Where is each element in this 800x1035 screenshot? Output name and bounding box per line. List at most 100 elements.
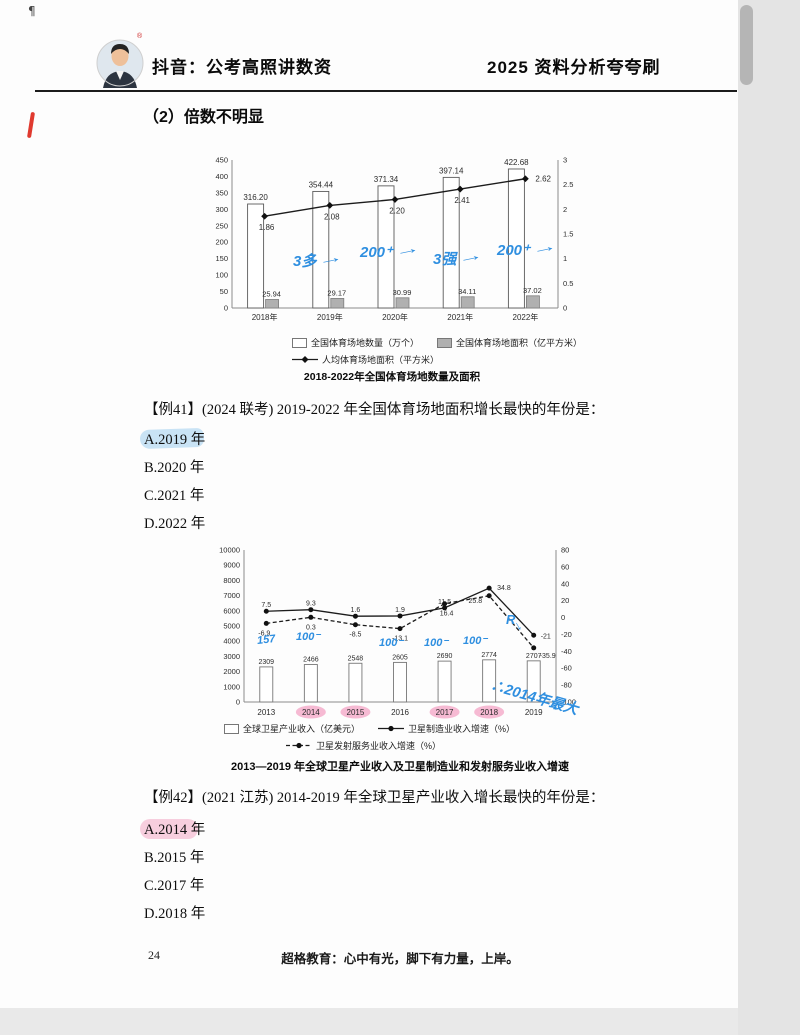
- question-41-option-d: D.2022 年: [144, 516, 206, 532]
- left-axis-tick: 350: [215, 188, 228, 197]
- legend-label: 人均体育场地面积（平方米）: [322, 355, 440, 365]
- section-heading: （2）倍数不明显: [143, 109, 264, 126]
- right-axis-tick: 2.5: [563, 180, 573, 189]
- x-axis-label: 2016: [391, 708, 409, 717]
- chart1-canvas: 0 50 100 150 200 250 300 350 400 450 0 0.5 1 1.5 2 2.5 3…: [215, 156, 573, 323]
- right-axis-tick: 60: [561, 562, 569, 571]
- right-axis-tick: 0.5: [563, 279, 573, 288]
- handwriting-annotation: 100⁻: [379, 637, 404, 649]
- question-42-option-b: B.2015 年: [144, 850, 205, 866]
- instructor-avatar: [96, 36, 144, 90]
- line-value-label: 2.08: [324, 212, 340, 221]
- line-marker: [486, 585, 492, 591]
- revenue-bar: [259, 666, 274, 703]
- venue-area-bar: [265, 299, 279, 309]
- right-axis-tick: 1.5: [563, 230, 573, 239]
- handwriting-annotation: 100⁻: [424, 637, 449, 649]
- bar-value-label: 2707: [526, 653, 542, 660]
- line-marker: [531, 645, 537, 651]
- x-axis-label: 2013: [257, 708, 275, 717]
- right-axis-tick: 40: [561, 579, 569, 588]
- pink-highlight: [474, 705, 505, 719]
- left-axis-tick: 450: [215, 156, 228, 165]
- handwriting-annotation: 157: [256, 633, 276, 647]
- right-axis-tick: -80: [561, 681, 572, 690]
- right-axis-tick: 1: [563, 254, 567, 263]
- venue-area-bar: [460, 296, 475, 309]
- line-value-label: -6.9: [258, 630, 270, 637]
- venue-area-bar: [525, 295, 540, 309]
- scrollbar-track[interactable]: [738, 0, 800, 1035]
- venue-count-bar: [312, 190, 330, 309]
- line-marker: [352, 622, 358, 628]
- pink-highlight: [295, 705, 326, 719]
- bar-value-label: 2548: [348, 655, 364, 662]
- bar-value-label: 2466: [303, 657, 319, 664]
- handwriting-annotation: 3强→: [433, 245, 486, 268]
- scrollbar-thumb[interactable]: [740, 5, 753, 85]
- bar-value-label: 2774: [481, 652, 497, 659]
- page-number: 24: [148, 948, 160, 962]
- left-axis-tick: 0: [236, 698, 240, 707]
- x-axis-label: 2019: [525, 708, 543, 717]
- line-marker: [263, 608, 269, 614]
- venue-area-bar: [395, 297, 410, 309]
- line-marker: [397, 613, 403, 619]
- chart2-legend: 全球卫星产业收入（亿美元） 卫星制造业收入增速（%） 卫星发射服务业收入增速（%…: [224, 722, 515, 756]
- handwriting-annotation: 200⁺→: [360, 238, 422, 261]
- line-marker: [456, 185, 464, 193]
- left-axis-tick: 300: [215, 205, 228, 214]
- line-value-label: 34.8: [497, 585, 511, 592]
- left-axis-tick: 7000: [223, 591, 240, 600]
- x-axis-label: 2017: [436, 708, 454, 717]
- x-axis-label: 2022年: [513, 312, 539, 322]
- bookmark-icon: ¶: [28, 4, 36, 18]
- line-value-label: -13.1: [392, 636, 408, 643]
- venue-count-bar: [377, 185, 395, 309]
- bar-value-label: 2309: [258, 659, 274, 666]
- venue-count-bar: [247, 203, 265, 309]
- brand-title: 抖音：公考高照讲数资: [152, 58, 332, 77]
- bar-value-label: 29.17: [327, 288, 346, 297]
- left-axis-tick: 400: [215, 172, 228, 181]
- chart2-title: 2013—2019 年全球卫星产业收入及卫星制造业和发射服务业收入增速: [231, 761, 569, 773]
- right-axis-tick: 0: [563, 304, 567, 313]
- left-axis-tick: 8000: [223, 576, 240, 585]
- registered-mark: ®: [137, 33, 143, 40]
- x-axis-label: 2019年: [317, 312, 343, 322]
- handwriting-annotation: 100⁻: [296, 631, 321, 643]
- line-marker: [442, 601, 448, 607]
- revenue-bar: [348, 662, 363, 703]
- handwriting-annotation: 100⁻: [463, 635, 488, 647]
- x-axis-label: 2014: [302, 708, 320, 717]
- line-marker: [263, 620, 269, 626]
- venue-area-bar: [330, 298, 345, 309]
- question-41-stem: 【例41】(2024 联考) 2019-2022 年全国体育场地面积增长最快的年…: [144, 402, 605, 418]
- revenue-bar: [482, 659, 497, 703]
- line-marker: [522, 175, 529, 183]
- line-value-label: 2.62: [535, 175, 551, 184]
- x-axis-label: 2021年: [447, 312, 473, 322]
- revenue-bar: [526, 660, 541, 703]
- line-value-label: 1.6: [351, 607, 361, 614]
- legend-swatch-venue-area: [437, 337, 453, 348]
- revenue-bar: [393, 661, 407, 703]
- legend-line-marker: [292, 356, 318, 363]
- line-marker: [308, 607, 314, 613]
- person-photo: [96, 39, 144, 88]
- question-41-option-b: B.2020 年: [144, 460, 205, 476]
- bar-value-label: 37.02: [523, 286, 542, 295]
- line-marker: [531, 632, 537, 638]
- line-value-label: 2.41: [454, 196, 470, 205]
- left-axis-tick: 10000: [219, 546, 240, 555]
- right-axis-tick: -40: [561, 647, 572, 656]
- left-axis-tick: 150: [215, 254, 228, 263]
- chart1-legend: 全国体育场地数量（万个） 全国体育场地面积（亿平方米） 人均体育场地面积（平方米…: [292, 336, 582, 370]
- left-axis-tick: 3000: [223, 652, 240, 661]
- chart2-canvas: 0 1000 2000 3000 4000 5000 6000 7000 8000 9000 100…: [219, 546, 576, 719]
- left-axis-tick: 200: [215, 238, 228, 247]
- right-axis-tick: -20: [561, 630, 572, 639]
- right-axis-tick: 80: [561, 546, 569, 555]
- bar-value-label: 397.14: [439, 166, 464, 175]
- question-42-option-d: D.2018 年: [144, 906, 206, 922]
